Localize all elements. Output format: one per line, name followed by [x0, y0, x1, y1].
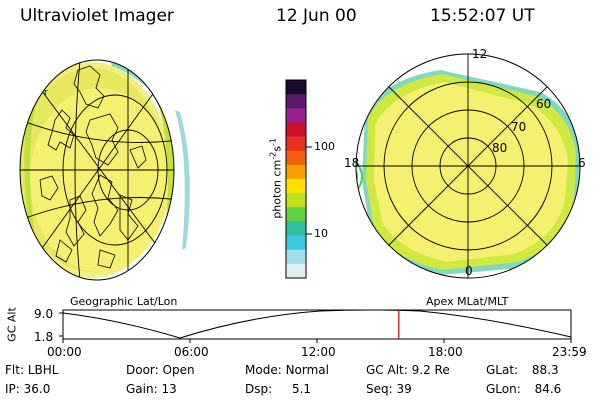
- gain-info: Gain: 13: [126, 382, 177, 396]
- door-info: Door: Open: [126, 363, 195, 377]
- glat-info: GLat: 88.3: [486, 363, 559, 377]
- glat-label: GLat:: [486, 363, 519, 377]
- orbit-altitude-plot: [59, 309, 572, 343]
- colorbar-band: [286, 108, 306, 124]
- colorbar-band: [286, 136, 306, 152]
- flt-value: LBHL: [27, 363, 59, 377]
- orbit-xtick-1200: 12:00: [301, 345, 336, 359]
- dsp-info: Dsp: 5.1: [245, 382, 311, 396]
- colorbar-band: [286, 249, 306, 265]
- mlt-label-6: 6: [578, 156, 586, 170]
- colorbar-band: [286, 150, 306, 166]
- colorbar-band: [286, 263, 306, 279]
- geographic-map: r: [19, 59, 190, 281]
- colorbar-band: [286, 94, 306, 109]
- seq-value: 39: [396, 382, 412, 396]
- mlat-label-60: 60: [536, 97, 552, 111]
- geographic-map-label: Geographic Lat/Lon: [70, 295, 178, 308]
- ip-info: IP: 36.0: [5, 382, 50, 396]
- orbit-xtick-0600: 06:00: [174, 345, 209, 359]
- ip-label: IP:: [5, 382, 20, 396]
- image-title: Ultraviolet Imager: [20, 6, 174, 26]
- orbit-ymax: 9.0: [34, 307, 54, 321]
- colorbar-band: [286, 193, 306, 208]
- colorbar-band: [286, 164, 306, 180]
- flt-info: Flt: LBHL: [5, 363, 58, 377]
- mode-info: Mode: Normal: [245, 363, 329, 377]
- apex-map-label: Apex MLat/MLT: [426, 295, 509, 308]
- dsp-value: 5.1: [291, 382, 312, 396]
- flt-label: Flt:: [5, 363, 24, 377]
- colorbar-tick-10: 10: [314, 227, 328, 240]
- gcalt-info: GC Alt: 9.2 Re: [366, 363, 450, 377]
- door-value: Open: [162, 363, 195, 377]
- ip-value: 36.0: [23, 382, 51, 396]
- colorbar-band: [286, 221, 306, 237]
- orbit-xtick-0000: 00:00: [47, 345, 82, 359]
- colorbar-band: [286, 179, 306, 194]
- unit-exp-2: -1: [268, 138, 278, 146]
- orbit-ymin: 1.8: [34, 330, 54, 344]
- gcalt-label: GC Alt:: [366, 363, 408, 377]
- glon-value: 84.6: [534, 382, 562, 396]
- unit-mid: s: [270, 145, 284, 152]
- unit-exp-1: -2: [268, 151, 278, 160]
- colorbar-band: [286, 207, 306, 223]
- glon-label: GLon:: [486, 382, 521, 396]
- image-date: 12 Jun 00: [276, 6, 357, 26]
- mlat-label-70: 70: [511, 120, 527, 134]
- glon-info: GLon: 84.6: [486, 382, 561, 396]
- seq-info: Seq: 39: [366, 382, 412, 396]
- svg-text:r: r: [44, 88, 48, 98]
- apex-polar-map: [355, 53, 581, 279]
- colorbar-band: [286, 80, 306, 95]
- gain-label: Gain:: [126, 382, 158, 396]
- dsp-label: Dsp:: [245, 382, 273, 396]
- color-scale: [285, 79, 312, 279]
- glat-value: 88.3: [531, 363, 559, 377]
- mlt-label-18: 18: [344, 156, 360, 170]
- orbit-ylabel-text: GC Alt: [5, 307, 19, 342]
- seq-label: Seq:: [366, 382, 393, 396]
- orbit-xtick-2359: 23:59: [552, 345, 587, 359]
- mode-value: Normal: [285, 363, 329, 377]
- colorbar-band: [286, 235, 306, 251]
- gain-value: 13: [161, 382, 177, 396]
- image-time: 15:52:07 UT: [430, 6, 535, 26]
- mlt-label-0: 0: [465, 264, 473, 278]
- mlat-label-80: 80: [492, 141, 508, 155]
- unit-prefix: photon cm: [270, 159, 284, 219]
- door-label: Door:: [126, 363, 159, 377]
- mlt-label-12: 12: [472, 47, 488, 61]
- orbit-xtick-1800: 18:00: [428, 345, 463, 359]
- colorbar-tick-100: 100: [314, 140, 335, 153]
- colorbar-band: [286, 122, 306, 138]
- mode-label: Mode:: [245, 363, 282, 377]
- gcalt-value: 9.2 Re: [411, 363, 450, 377]
